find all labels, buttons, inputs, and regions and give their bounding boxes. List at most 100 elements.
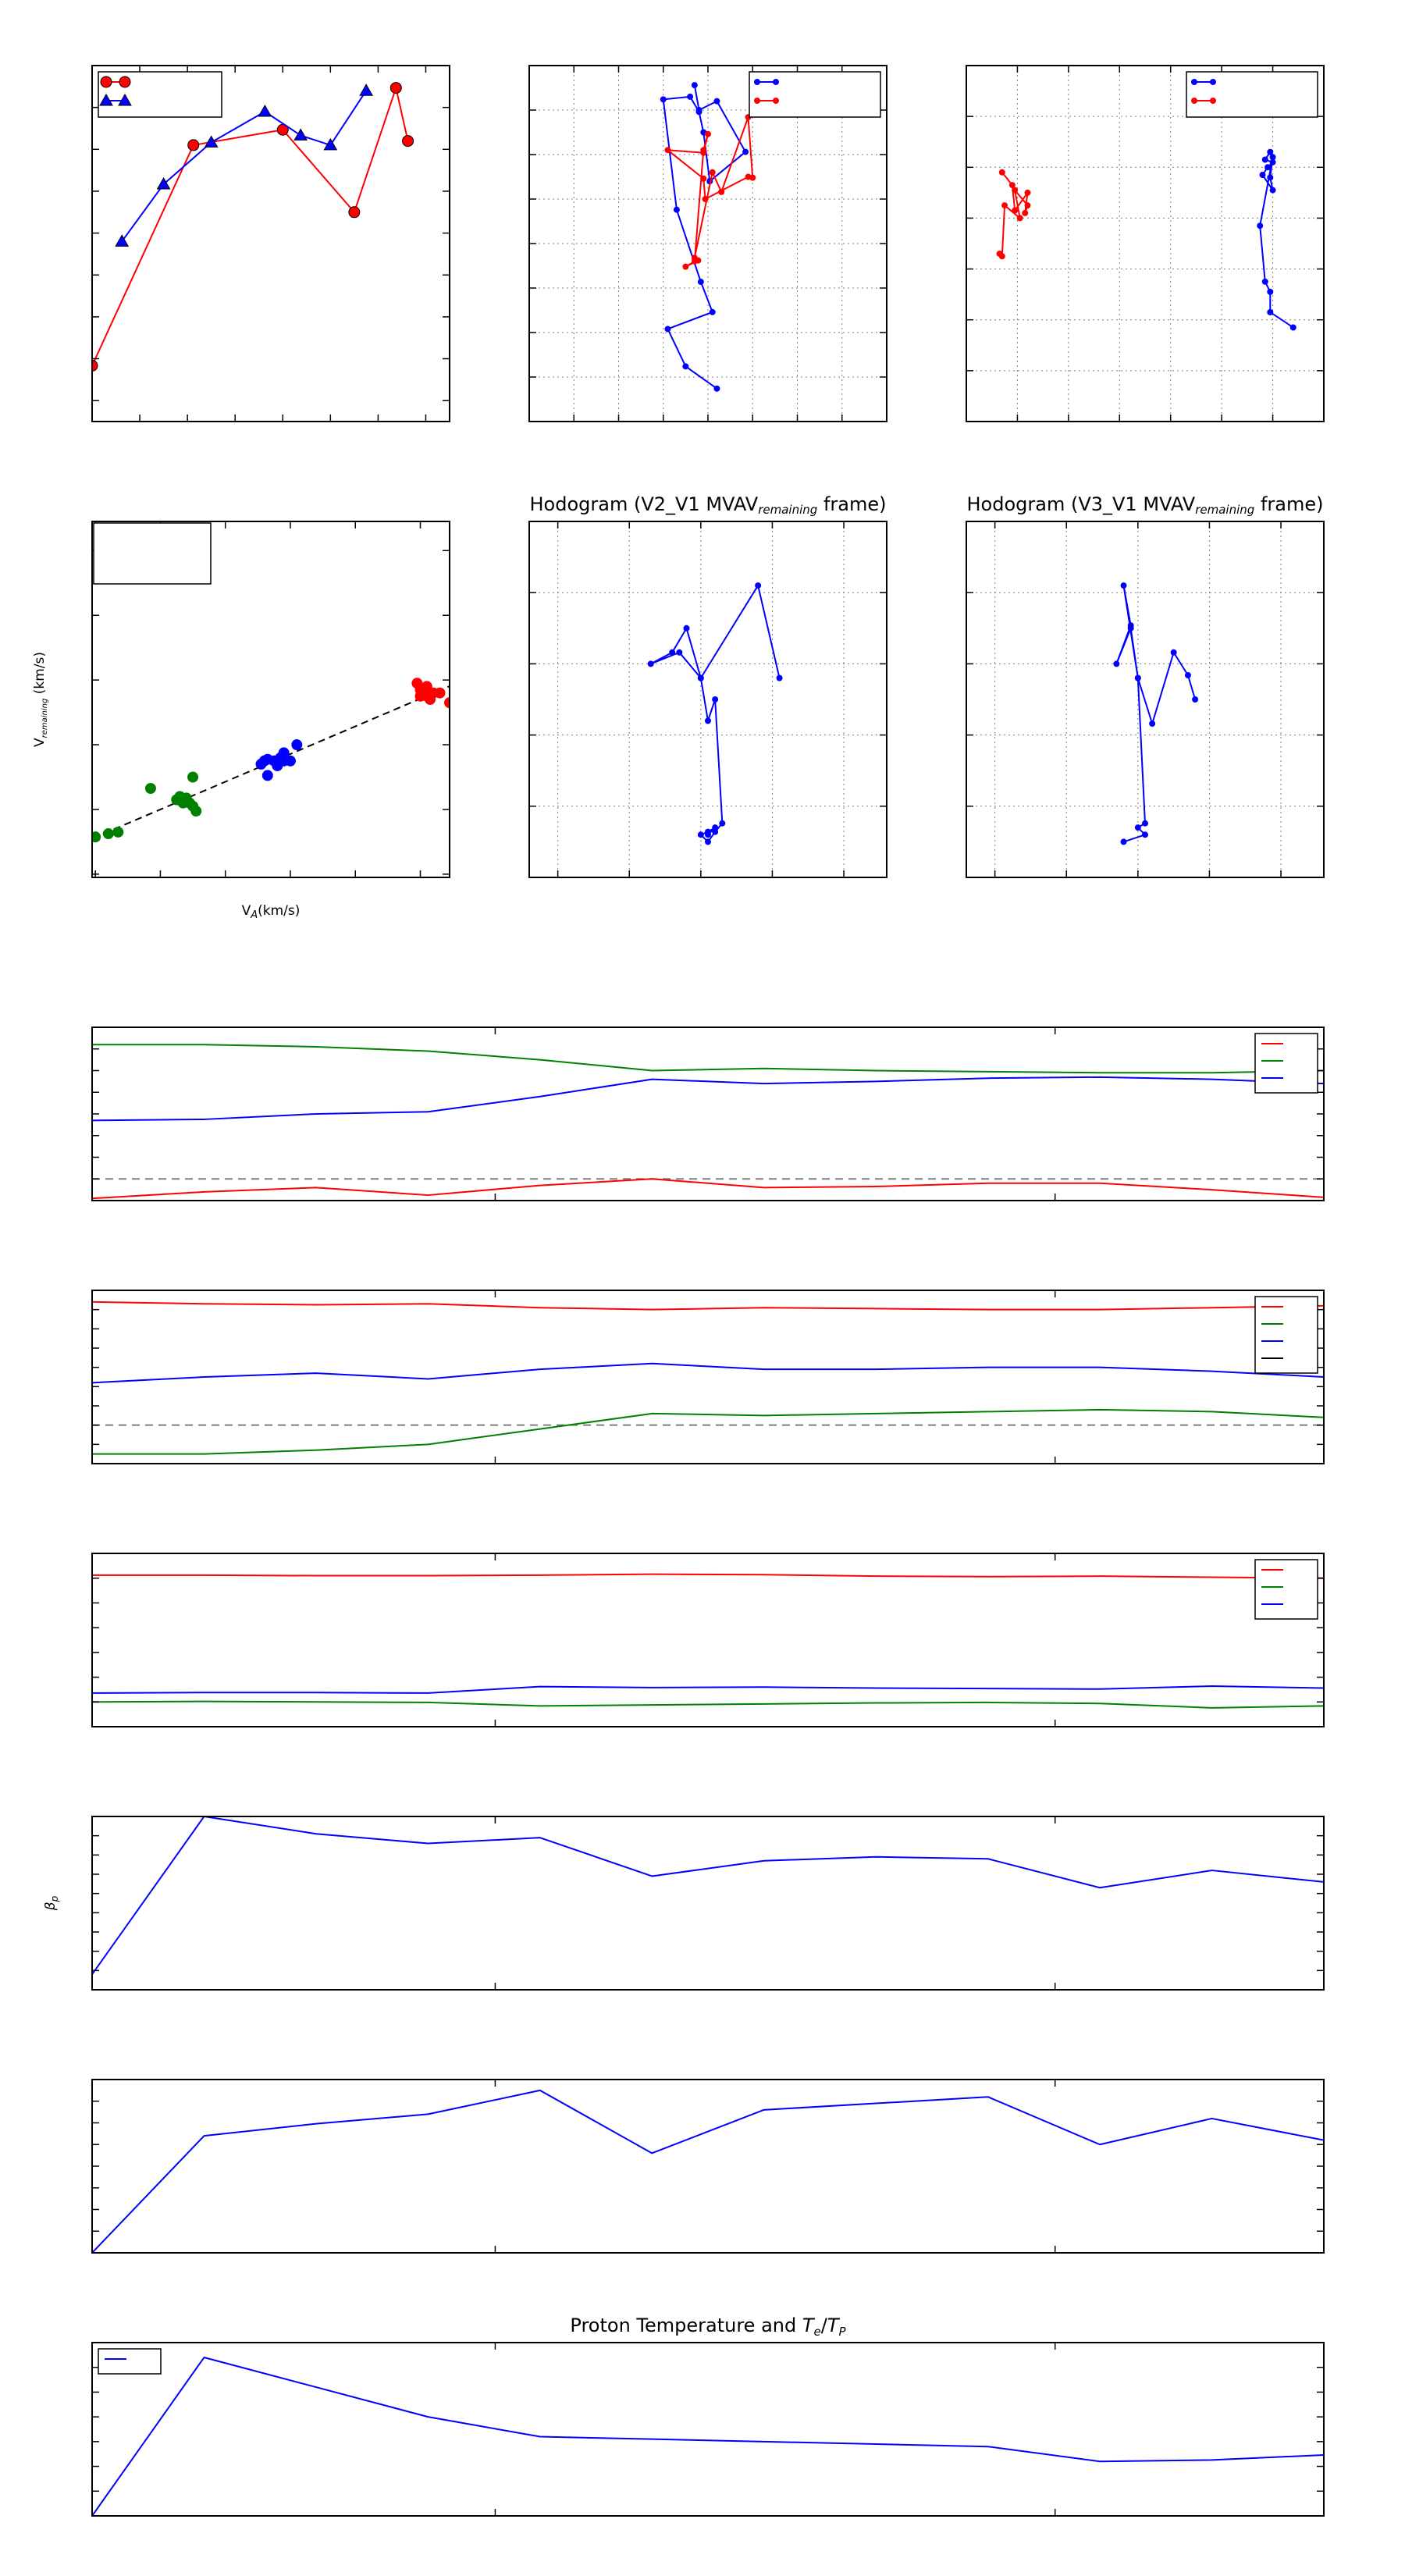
data-point-0-9 xyxy=(673,206,680,213)
chart-temp: Proton Temperature and Te/TP xyxy=(91,2314,1325,2517)
data-point-0-4 xyxy=(389,82,402,94)
series-line-1 xyxy=(667,116,754,268)
legend-box xyxy=(98,71,222,118)
data-point-0-12 xyxy=(664,326,671,333)
series-line-1 xyxy=(92,1408,1324,1455)
legend-marker-1-a xyxy=(99,93,113,106)
chart-hodo4: Hodogram (V3_V1 MVAVremaining frame) xyxy=(966,493,1325,878)
data-point-0-3 xyxy=(348,206,361,219)
legend-marker-0-b xyxy=(773,79,779,85)
data-point-0-6 xyxy=(1113,660,1120,667)
data-point-0-9 xyxy=(1134,674,1141,681)
legend-marker-0-a xyxy=(754,79,760,85)
axes-frame xyxy=(91,1026,1325,1201)
data-point-0-1 xyxy=(102,828,114,840)
data-point-0-8 xyxy=(1257,222,1264,229)
data-point-1-8 xyxy=(1001,202,1008,209)
data-point-2-5 xyxy=(421,681,432,692)
data-point-1-0 xyxy=(115,234,130,247)
data-point-1-2 xyxy=(204,135,219,148)
series-group xyxy=(92,2357,1324,2516)
chart-vel xyxy=(91,1553,1325,1727)
data-point-0-13 xyxy=(682,363,689,370)
axes-frame xyxy=(966,521,1325,878)
data-point-0-3 xyxy=(144,783,156,794)
data-point-0-3 xyxy=(683,624,690,632)
data-point-0-5 xyxy=(1269,187,1276,194)
chart-hodo2 xyxy=(966,65,1325,422)
chart-bfield_rtn xyxy=(91,1026,1325,1201)
data-point-0-9 xyxy=(712,696,719,703)
legend-box xyxy=(98,2348,162,2375)
legend-marker-1-a xyxy=(1191,98,1197,104)
chart-hodo3: Hodogram (V2_V1 MVAVremaining frame) xyxy=(528,493,887,878)
data-point-0-7 xyxy=(697,674,704,681)
series-line-2 xyxy=(92,1362,1324,1384)
data-point-0-13 xyxy=(1120,838,1127,845)
series-group xyxy=(92,1044,1324,1200)
data-point-1-10 xyxy=(700,149,707,156)
chart-beta: βp xyxy=(43,1816,1325,1991)
data-point-0-4 xyxy=(1259,172,1266,179)
series-line-0 xyxy=(92,1573,1324,1579)
data-point-1-6 xyxy=(682,263,689,270)
legend-marker-1-b xyxy=(773,98,779,104)
data-point-1-6 xyxy=(359,84,373,96)
data-point-0-14 xyxy=(713,385,720,392)
series-line-0 xyxy=(92,1178,1324,1200)
data-point-0-5 xyxy=(402,135,414,148)
stats-box xyxy=(93,522,212,585)
data-point-1-1 xyxy=(156,176,171,190)
data-point-0-3 xyxy=(742,148,749,155)
data-point-1-0 xyxy=(998,169,1005,176)
data-point-0-0 xyxy=(1267,148,1274,155)
data-point-0-11 xyxy=(1134,824,1141,831)
legend-marker-1-b xyxy=(118,93,132,106)
legend-marker-1-b xyxy=(1210,98,1216,104)
data-point-1-7 xyxy=(1016,215,1023,222)
series-group xyxy=(92,1573,1324,1709)
data-point-1-14 xyxy=(745,173,752,180)
data-point-1-7 xyxy=(691,258,698,265)
legend-marker-0-a xyxy=(100,76,112,88)
data-point-0-12 xyxy=(705,838,711,845)
data-point-1-4 xyxy=(293,128,308,141)
data-point-0-11 xyxy=(1267,308,1274,315)
series-line-0 xyxy=(92,2357,1324,2516)
data-point-0-12 xyxy=(1142,831,1148,838)
data-point-1-10 xyxy=(291,739,303,751)
data-point-0-7 xyxy=(1269,154,1276,161)
legend-box xyxy=(1254,1296,1318,1374)
data-point-0-11 xyxy=(709,308,716,315)
data-point-0-8 xyxy=(705,717,711,724)
series-group xyxy=(92,1816,1324,1975)
data-point-0-0 xyxy=(92,359,98,372)
data-point-0-6 xyxy=(676,649,683,656)
legend-box xyxy=(1254,1559,1318,1620)
series-group xyxy=(92,678,450,843)
axes-frame xyxy=(91,65,450,422)
data-point-0-6 xyxy=(1267,174,1274,181)
axes-frame xyxy=(91,2342,1325,2517)
data-point-0-12 xyxy=(1289,324,1297,331)
data-point-0-8 xyxy=(1120,582,1127,589)
series-line-0 xyxy=(92,1816,1324,1975)
series-line-0 xyxy=(92,1300,1324,1311)
data-point-2-8 xyxy=(434,687,446,699)
data-point-0-10 xyxy=(719,820,726,827)
chart-transverse xyxy=(91,65,450,422)
data-point-0-2 xyxy=(1170,649,1177,656)
axes-frame xyxy=(91,1553,1325,1727)
data-point-0-0 xyxy=(92,831,101,843)
series-line-2 xyxy=(92,1685,1324,1694)
legend-marker-1-a xyxy=(754,98,760,104)
series-line-0 xyxy=(1259,151,1294,329)
series-line-2 xyxy=(92,1076,1324,1122)
chart-title: Proton Temperature and Te/TP xyxy=(570,2314,846,2339)
x-axis-label: VA(km/s) xyxy=(242,903,301,921)
data-point-1-1 xyxy=(1008,182,1016,189)
data-point-1-3 xyxy=(709,169,716,176)
y-axis-label: Vremaining (km/s) xyxy=(32,652,49,747)
axes-frame xyxy=(966,65,1325,422)
data-point-0-11 xyxy=(187,800,199,812)
